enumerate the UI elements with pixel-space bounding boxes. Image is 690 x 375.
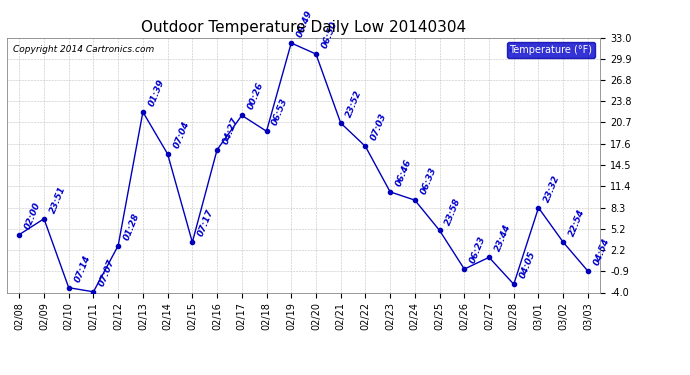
Text: 04:05: 04:05	[518, 250, 537, 280]
Text: 06:49: 06:49	[295, 9, 315, 39]
Text: 23:44: 23:44	[493, 223, 512, 253]
Text: 07:03: 07:03	[370, 112, 388, 142]
Text: 06:50: 06:50	[320, 20, 339, 50]
Text: 00:26: 00:26	[246, 81, 265, 111]
Text: 07:17: 07:17	[197, 208, 215, 238]
Text: 23:51: 23:51	[48, 184, 67, 214]
Text: 01:39: 01:39	[147, 78, 166, 108]
Text: 07:14: 07:14	[73, 254, 92, 284]
Title: Outdoor Temperature Daily Low 20140304: Outdoor Temperature Daily Low 20140304	[141, 20, 466, 35]
Text: 02:00: 02:00	[23, 201, 43, 231]
Text: 07:07: 07:07	[97, 258, 117, 288]
Text: 23:52: 23:52	[345, 89, 364, 119]
Text: 06:33: 06:33	[419, 166, 438, 196]
Text: 04:27: 04:27	[221, 116, 240, 146]
Text: 06:23: 06:23	[469, 235, 488, 265]
Text: 22:54: 22:54	[567, 208, 586, 238]
Text: Copyright 2014 Cartronics.com: Copyright 2014 Cartronics.com	[13, 45, 154, 54]
Text: 23:58: 23:58	[444, 196, 463, 226]
Text: 07:04: 07:04	[172, 120, 191, 150]
Text: 06:46: 06:46	[394, 158, 413, 188]
Text: 01:28: 01:28	[122, 211, 141, 242]
Text: 06:53: 06:53	[270, 97, 290, 127]
Text: 23:32: 23:32	[542, 174, 562, 204]
Text: 04:54: 04:54	[592, 237, 611, 267]
Legend: Temperature (°F): Temperature (°F)	[506, 42, 595, 58]
